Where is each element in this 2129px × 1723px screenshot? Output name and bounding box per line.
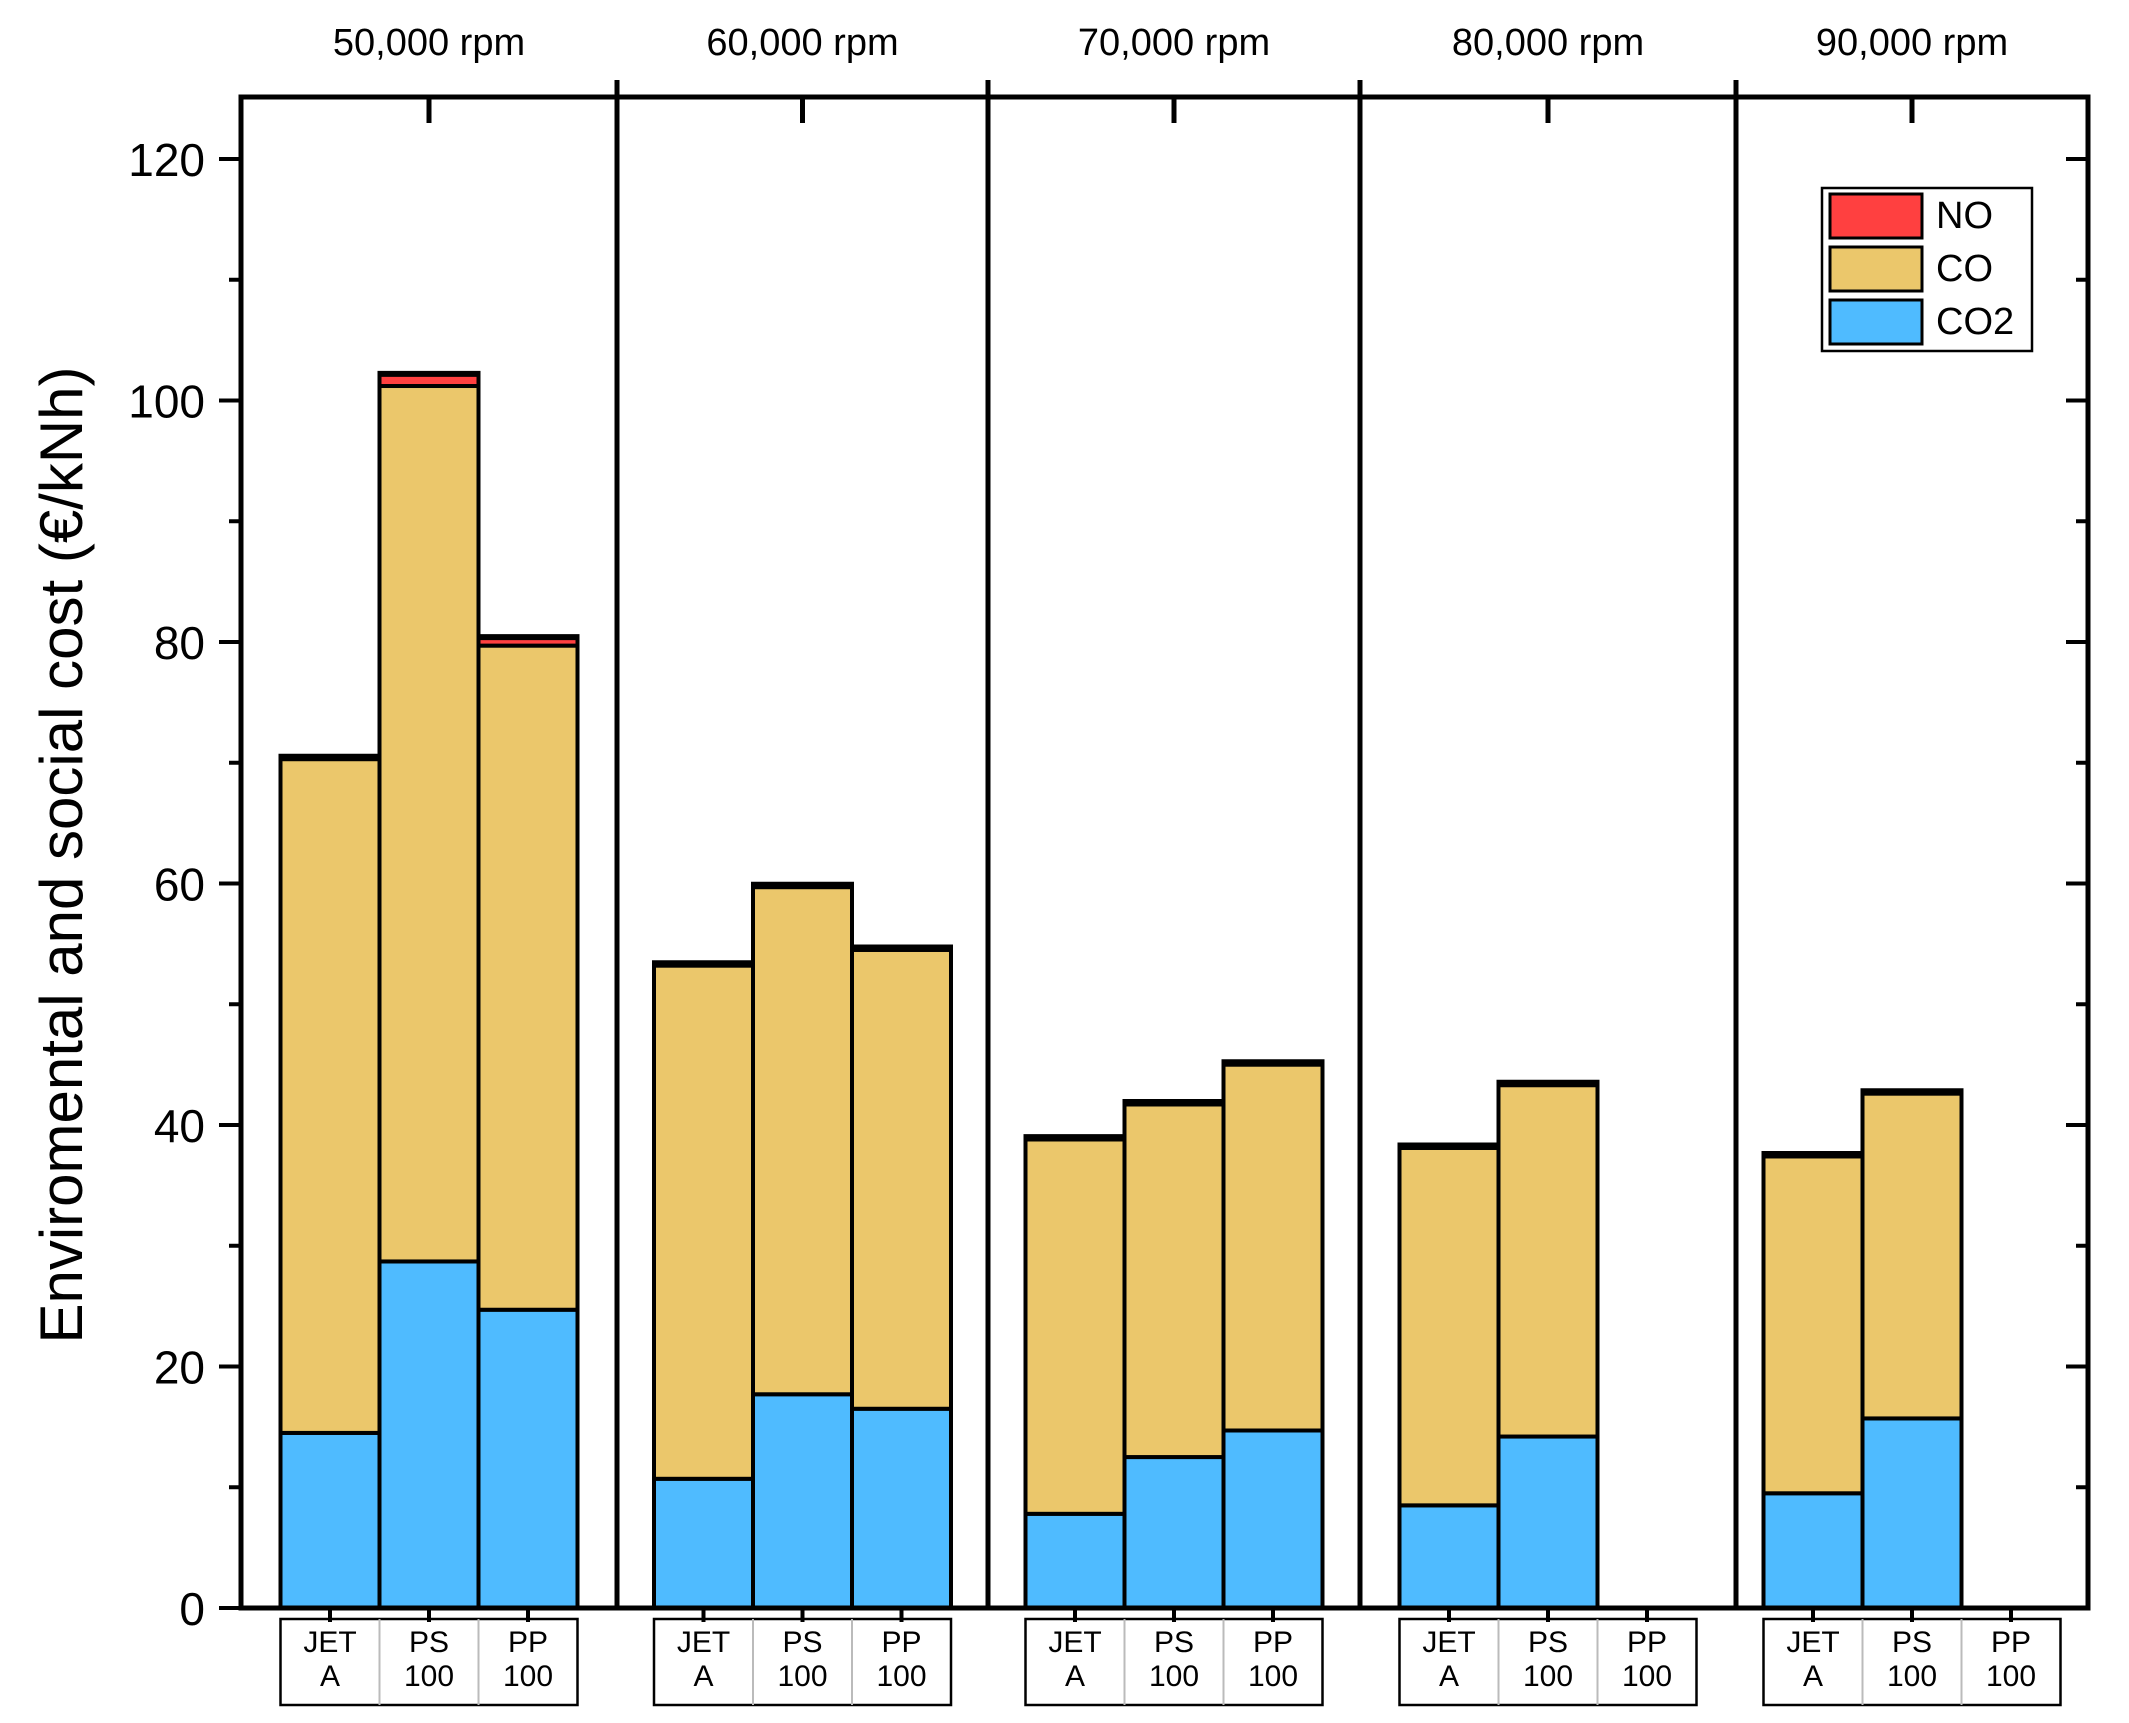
- bar-segment-co: [1397, 1145, 1501, 1508]
- category-label-line2: 100: [1622, 1660, 1672, 1693]
- category-label-line1: PP: [1991, 1626, 2031, 1659]
- category-label-line1: JET: [303, 1626, 356, 1659]
- category-label-line1: PS: [1154, 1626, 1194, 1659]
- bar-segment-co: [1496, 1083, 1600, 1439]
- category-label-line2: 100: [1523, 1660, 1573, 1693]
- plot-frame: [238, 94, 2091, 1611]
- category-box: [652, 1617, 953, 1707]
- category-label-line2: 100: [777, 1660, 827, 1693]
- category-label-line2: 100: [1149, 1660, 1199, 1693]
- category-label-line2: A: [1439, 1660, 1459, 1693]
- bar-segment-co: [377, 384, 481, 1264]
- category-box: [279, 1617, 579, 1707]
- legend-swatch-co: [1828, 245, 1924, 293]
- bar-segment-co2: [377, 1259, 481, 1610]
- bar-segment-co: [652, 963, 755, 1481]
- y-tick-label: 80: [154, 617, 205, 669]
- y-tick-label: 60: [154, 859, 205, 911]
- bars-layer: [278, 370, 1964, 1611]
- bar-segment-co: [751, 885, 854, 1397]
- bar-segment-co2: [278, 1430, 382, 1610]
- bar-segment-co2: [1761, 1491, 1865, 1610]
- bar-segment-co: [1023, 1137, 1127, 1516]
- category-box: [1398, 1617, 1698, 1707]
- category-label-line1: JET: [677, 1626, 730, 1659]
- legend-label-no: NO: [1936, 195, 1993, 237]
- bar-segment-co: [1122, 1102, 1226, 1460]
- category-label-line1: PP: [881, 1626, 921, 1659]
- category-label-line1: PP: [1253, 1626, 1293, 1659]
- y-axis: 0 20 40 60 80 100 120: [128, 134, 2088, 1635]
- category-label-line2: A: [320, 1660, 340, 1693]
- bar-segment-co2: [652, 1476, 755, 1610]
- bar-segment-co: [1221, 1062, 1325, 1433]
- bar-segment-co2: [1122, 1455, 1226, 1610]
- bar-segment-co: [278, 757, 382, 1435]
- bar-segment-co: [1761, 1154, 1865, 1496]
- legend-label-co: CO: [1936, 248, 1993, 290]
- category-label-line2: A: [1803, 1660, 1823, 1693]
- y-tick-label: 0: [179, 1583, 205, 1635]
- bar-segment-co2: [1023, 1511, 1127, 1610]
- y-axis-title: Enviromental and social cost (€/kNh): [28, 366, 95, 1343]
- category-label-line1: PS: [1892, 1626, 1932, 1659]
- category-label-line2: 100: [503, 1660, 553, 1693]
- group-label: 70,000 rpm: [1078, 22, 1270, 64]
- category-box: [1024, 1617, 1324, 1707]
- legend: NO CO CO2: [1820, 186, 2034, 353]
- panel-dividers: [614, 80, 1739, 1608]
- top-axis-ticks: [426, 97, 1915, 123]
- category-label-line1: JET: [1048, 1626, 1101, 1659]
- bar-segment-co: [476, 643, 580, 1312]
- category-label-line2: 100: [1887, 1660, 1937, 1693]
- category-label-line1: PP: [1627, 1626, 1667, 1659]
- group-label: 50,000 rpm: [333, 22, 525, 64]
- bar-segment-co: [850, 947, 953, 1411]
- category-label-line1: PS: [1528, 1626, 1568, 1659]
- bar-segment-co2: [476, 1307, 580, 1611]
- bar-segment-co: [1860, 1091, 1964, 1421]
- y-tick-label: 20: [154, 1342, 205, 1394]
- category-label-line1: JET: [1422, 1626, 1475, 1659]
- category-label-line1: PP: [508, 1626, 548, 1659]
- group-label: 60,000 rpm: [706, 22, 898, 64]
- category-label-line1: PS: [409, 1626, 449, 1659]
- category-box: [1762, 1617, 2062, 1707]
- category-label-line2: A: [1065, 1660, 1085, 1693]
- y-tick-label: 40: [154, 1100, 205, 1152]
- group-labels: 50,000 rpm 60,000 rpm 70,000 rpm 80,000 rpm…: [333, 22, 2008, 64]
- group-label: 80,000 rpm: [1452, 22, 1644, 64]
- category-label-line1: JET: [1786, 1626, 1839, 1659]
- y-tick-label: 100: [128, 376, 205, 428]
- bar-segment-co2: [1221, 1428, 1325, 1611]
- category-label-line2: 100: [1248, 1660, 1298, 1693]
- legend-label-co2: CO2: [1936, 301, 2014, 343]
- x-category-labels: JETAPS100PP100JETAPS100PP100JETAPS100PP1…: [279, 1608, 2062, 1707]
- bar-segment-co2: [850, 1406, 953, 1610]
- category-label-line2: 100: [876, 1660, 926, 1693]
- bar-segment-co2: [751, 1392, 854, 1610]
- category-label-line2: 100: [1986, 1660, 2036, 1693]
- bar-segment-co2: [1860, 1416, 1964, 1610]
- legend-swatch-no: [1828, 192, 1924, 240]
- group-label: 90,000 rpm: [1816, 22, 2008, 64]
- bar-segment-co2: [1397, 1503, 1501, 1611]
- category-label-line2: A: [693, 1660, 713, 1693]
- category-label-line2: 100: [404, 1660, 454, 1693]
- y-tick-label: 120: [128, 134, 205, 186]
- category-label-line1: PS: [782, 1626, 822, 1659]
- bar-segment-co2: [1496, 1434, 1600, 1611]
- legend-swatch-co2: [1828, 298, 1924, 346]
